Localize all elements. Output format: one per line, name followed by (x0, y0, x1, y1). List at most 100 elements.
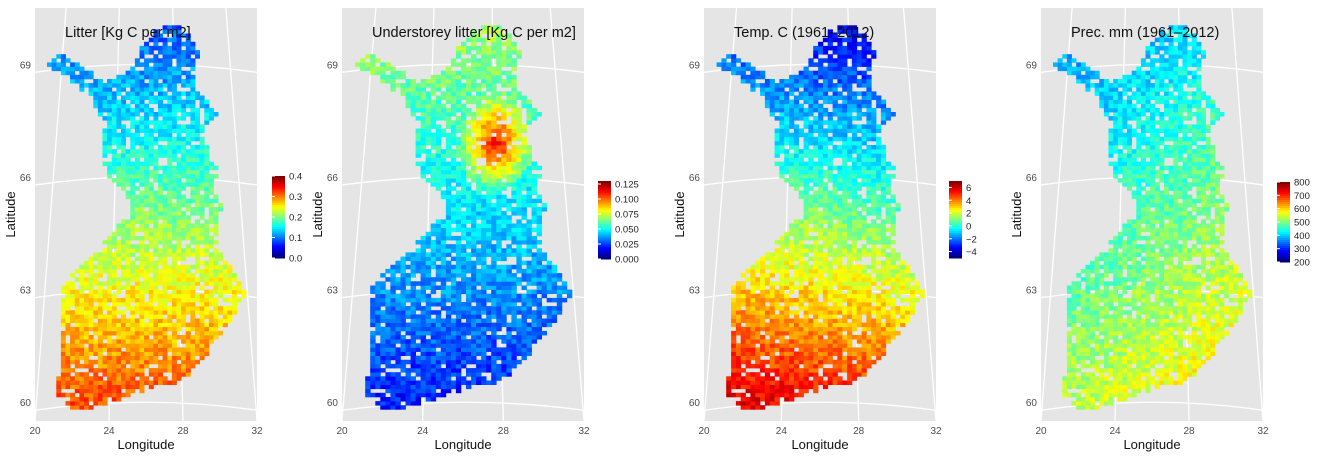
colorbar-tick-label: 0.000 (615, 255, 639, 266)
map-cell (89, 269, 94, 274)
map-cell (496, 319, 501, 324)
map-cell (140, 269, 145, 274)
map-cell (431, 170, 436, 175)
map-cell (84, 405, 89, 410)
map-cell (511, 145, 516, 150)
map-cell (441, 129, 446, 134)
map-cell (496, 108, 501, 113)
map-cell (130, 116, 135, 121)
map-cell (375, 347, 380, 352)
map-cell (441, 244, 446, 249)
map-cell (746, 401, 751, 406)
map-cell (153, 360, 158, 365)
map-cell (446, 364, 451, 369)
map-cell (451, 368, 456, 373)
map-cell (214, 298, 219, 303)
map-cell (144, 166, 149, 171)
map-cell (186, 248, 191, 253)
map-cell (416, 389, 421, 394)
map-cell (375, 67, 380, 72)
map-cell (731, 347, 736, 352)
map-cell (461, 42, 466, 47)
map-cell (406, 87, 411, 92)
map-cell (804, 389, 809, 394)
map-cell (804, 71, 809, 76)
map-cell (70, 381, 75, 386)
map-cell (527, 294, 532, 299)
map-cell (140, 100, 145, 105)
map-cell (804, 252, 809, 257)
map-cell (446, 83, 451, 88)
map-cell (532, 215, 537, 220)
map-cell (804, 174, 809, 179)
map-cell (486, 46, 491, 51)
map-cell (799, 71, 804, 76)
map-cell (436, 356, 441, 361)
map-cell (784, 323, 789, 328)
map-cell (163, 310, 168, 315)
map-cell (481, 124, 486, 128)
map-cell (501, 277, 506, 282)
map-cell (522, 186, 527, 191)
map-cell (750, 281, 755, 286)
map-cell (436, 240, 441, 245)
map-cell (204, 195, 209, 200)
map-cell (784, 108, 789, 113)
map-cell (765, 277, 770, 282)
map-cell (107, 286, 112, 291)
map-cell (66, 310, 71, 315)
map-cell (516, 186, 521, 191)
map-cell (227, 277, 232, 282)
map-cell (66, 298, 71, 303)
map-cell (491, 298, 496, 303)
map-cell (779, 360, 784, 365)
map-cell (501, 265, 506, 270)
map-cell (401, 265, 406, 270)
map-cell (511, 240, 516, 245)
map-cell (775, 257, 780, 262)
map-cell (70, 352, 75, 357)
map-cell (481, 252, 486, 257)
map-cell (471, 141, 476, 146)
map-cell (149, 129, 154, 134)
map-cell (486, 96, 491, 101)
map-cell (177, 273, 182, 278)
map-cell (126, 228, 131, 233)
map-cell (451, 257, 456, 262)
map-cell (84, 302, 89, 307)
map-cell (181, 91, 186, 96)
map-cell (527, 331, 532, 336)
map-cell (779, 129, 784, 134)
map-cell (140, 195, 145, 200)
map-cell (481, 153, 486, 158)
map-cell (511, 356, 516, 361)
map-cell (98, 269, 103, 274)
map-cell (75, 331, 80, 336)
map-cell (116, 298, 121, 303)
map-cell (506, 286, 511, 291)
map-cell (144, 153, 149, 158)
map-cell (522, 96, 527, 101)
map-cell (731, 298, 736, 303)
map-cell (486, 356, 491, 361)
map-cell (808, 343, 813, 348)
map-cell (421, 360, 426, 365)
map-cell (227, 290, 232, 295)
map-cell (789, 360, 794, 365)
map-cell (416, 96, 421, 101)
map-cell (511, 133, 516, 138)
map-cell (84, 335, 89, 340)
map-cell (552, 269, 557, 274)
map-cell (209, 166, 214, 171)
map-cell (431, 389, 436, 394)
map-cell (140, 331, 145, 336)
map-cell (506, 306, 511, 311)
map-cell (103, 83, 108, 88)
map-cell (126, 157, 131, 162)
map-cell (446, 75, 451, 80)
map-cell (401, 294, 406, 299)
map-cell (451, 306, 456, 311)
map-cell (466, 195, 471, 200)
map-cell (153, 236, 158, 241)
map-cell (765, 339, 770, 344)
